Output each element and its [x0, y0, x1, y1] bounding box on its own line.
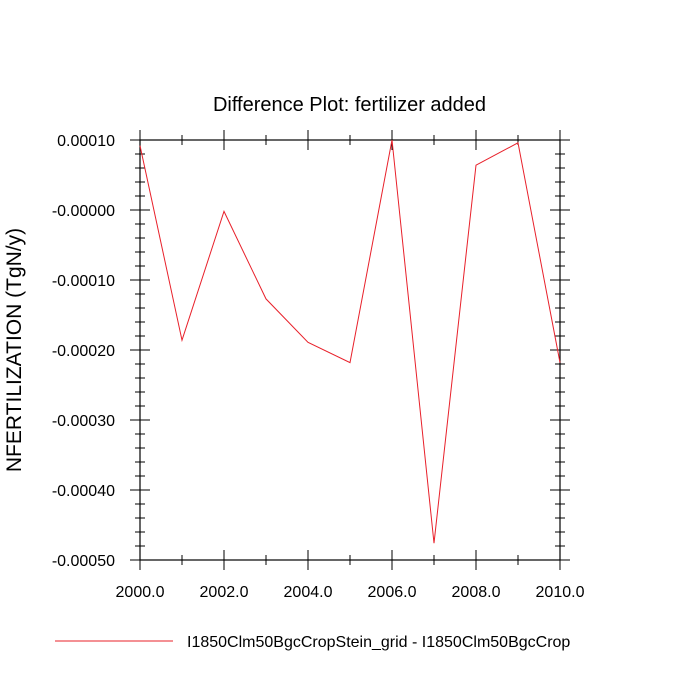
y-tick-label: -0.00000 — [52, 203, 115, 220]
y-tick-label: -0.00040 — [52, 483, 115, 500]
series-lines — [139, 139, 561, 544]
x-tick-label: 2006.0 — [368, 584, 417, 601]
y-tick-label: -0.00020 — [52, 343, 115, 360]
y-tick-label: -0.00010 — [52, 273, 115, 290]
y-tick-label: 0.00010 — [57, 133, 115, 150]
legend: I1850Clm50BgcCropStein_grid - I1850Clm50… — [55, 634, 570, 651]
x-tick-label: 2010.0 — [536, 584, 585, 601]
series-line — [139, 139, 561, 544]
x-tick-label: 2002.0 — [200, 584, 249, 601]
y-tick-label: -0.00030 — [52, 413, 115, 430]
tick-labels: 2000.0 2002.0 2004.0 2006.0 2008.0 2010.0 0.00… — [52, 133, 585, 601]
y-axis-title: NFERTILIZATION (TgN/y) — [3, 228, 26, 472]
x-tick-label: 2004.0 — [284, 584, 333, 601]
plot-area — [139, 139, 561, 561]
x-tick-label: 2000.0 — [116, 584, 165, 601]
legend-entry-label: I1850Clm50BgcCropStein_grid - I1850Clm50… — [187, 634, 570, 651]
chart-title: Difference Plot: fertilizer added — [213, 94, 486, 116]
plot-frame — [139, 139, 561, 561]
axis-ticks — [130, 130, 570, 570]
x-tick-label: 2008.0 — [452, 584, 501, 601]
y-tick-label: -0.00050 — [52, 553, 115, 570]
